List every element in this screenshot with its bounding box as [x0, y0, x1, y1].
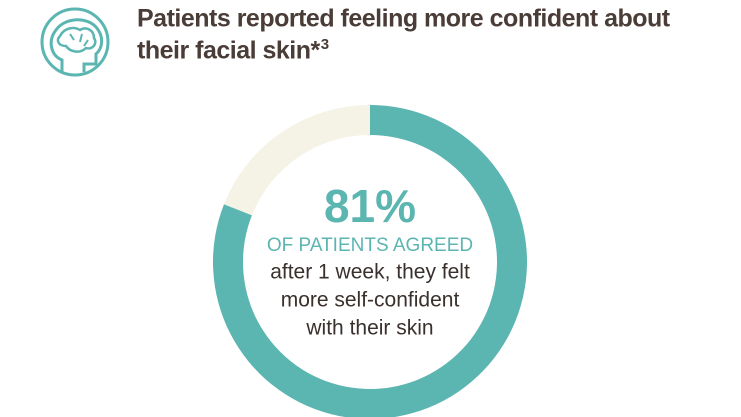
- donut: [213, 105, 527, 417]
- brain-icon: [40, 7, 110, 77]
- footnote-marker: 3: [321, 36, 329, 53]
- title-line: Patients reported feeling more confident…: [137, 5, 671, 33]
- annotation-line: more self-confident: [281, 289, 460, 312]
- donut-slice: [224, 105, 370, 216]
- value-label: 81%: [324, 180, 416, 232]
- title-line: their facial skin*: [137, 37, 321, 65]
- category-label: OF PATIENTS AGREED: [267, 235, 473, 256]
- annotation-line: after 1 week, they felt: [270, 261, 470, 284]
- annotation-line: with their skin: [305, 317, 433, 340]
